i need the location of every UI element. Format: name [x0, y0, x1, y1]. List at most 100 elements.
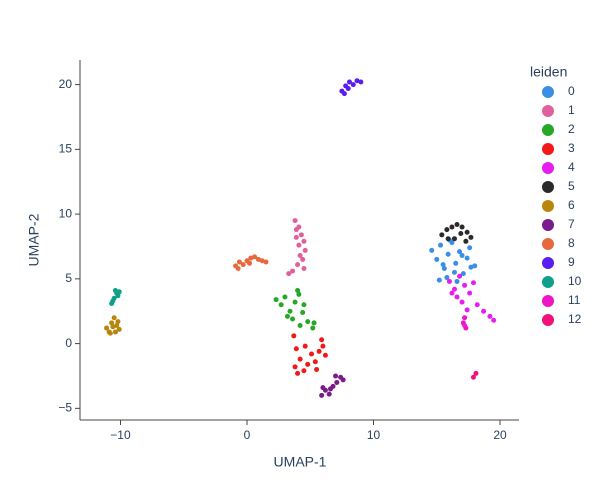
legend-marker [542, 219, 554, 231]
point [345, 85, 351, 91]
point [449, 224, 455, 230]
point [286, 271, 292, 277]
legend-label: 11 [568, 293, 581, 307]
point [350, 82, 356, 88]
point [439, 232, 445, 238]
point [314, 366, 320, 372]
point [464, 229, 470, 235]
y-tick-label: 0 [65, 336, 72, 350]
point [463, 325, 469, 331]
point [346, 79, 352, 85]
point [290, 316, 296, 322]
point [309, 351, 315, 357]
point [445, 236, 451, 242]
point [454, 221, 460, 227]
point [296, 224, 302, 230]
point [453, 260, 459, 266]
point [340, 377, 346, 383]
legend-label: 12 [568, 312, 582, 326]
x-tick-label: 10 [367, 428, 381, 442]
y-tick-label: 20 [59, 77, 73, 91]
x-axis-title: UMAP-1 [274, 454, 327, 470]
x-tick-label: −10 [110, 428, 131, 442]
point [116, 326, 122, 332]
point [310, 325, 316, 331]
point [305, 361, 311, 367]
point [491, 317, 497, 323]
point [449, 290, 455, 296]
point [462, 282, 468, 288]
legend-marker [542, 295, 554, 307]
point [429, 247, 435, 253]
point [312, 359, 318, 365]
point [115, 319, 121, 325]
legend-marker [542, 314, 554, 326]
point [440, 262, 446, 268]
point [467, 290, 473, 296]
point [290, 268, 296, 274]
point [451, 286, 457, 292]
point [301, 368, 307, 374]
point [358, 79, 364, 85]
legend-marker [542, 276, 554, 288]
point [470, 374, 476, 380]
point [109, 320, 115, 326]
point [463, 238, 469, 244]
point [470, 280, 476, 286]
point [248, 255, 254, 261]
legend-title: leiden [530, 64, 567, 80]
point [444, 227, 450, 233]
point [481, 308, 487, 314]
y-axis-title: UMAP-2 [26, 213, 42, 266]
point [110, 298, 116, 304]
point [295, 288, 301, 294]
legend-marker [542, 181, 554, 193]
point [301, 265, 307, 271]
point [473, 370, 479, 376]
point [454, 294, 460, 300]
point [464, 307, 470, 313]
y-tick-label: 5 [65, 271, 72, 285]
point [236, 259, 242, 265]
point [297, 322, 303, 328]
point [316, 348, 322, 354]
point [434, 256, 440, 262]
legend-label: 3 [568, 141, 575, 155]
point [354, 78, 360, 84]
point [293, 234, 299, 240]
y-tick-label: 10 [59, 206, 73, 220]
point [302, 343, 308, 349]
x-tick-label: 0 [244, 428, 251, 442]
legend-marker [542, 105, 554, 117]
point [296, 291, 302, 297]
point [278, 302, 284, 308]
legend-label: 0 [568, 84, 575, 98]
point [474, 302, 480, 308]
point [112, 329, 118, 335]
point [112, 288, 118, 294]
point [457, 273, 463, 279]
point [464, 255, 470, 261]
point [305, 319, 311, 325]
point [327, 386, 333, 392]
legend-label: 7 [568, 217, 575, 231]
point [462, 315, 468, 321]
legend-label: 10 [568, 274, 582, 288]
point [291, 333, 297, 339]
legend-label: 8 [568, 236, 575, 250]
point [333, 373, 339, 379]
point [454, 278, 460, 284]
point [446, 278, 452, 284]
point [451, 236, 457, 242]
point [320, 385, 326, 391]
point [334, 379, 340, 385]
point [240, 262, 246, 268]
point [296, 242, 302, 248]
point [293, 346, 299, 352]
legend-label: 9 [568, 255, 575, 269]
point [436, 277, 442, 283]
point [445, 251, 451, 257]
point [295, 370, 301, 376]
point [460, 320, 466, 326]
point [311, 320, 317, 326]
